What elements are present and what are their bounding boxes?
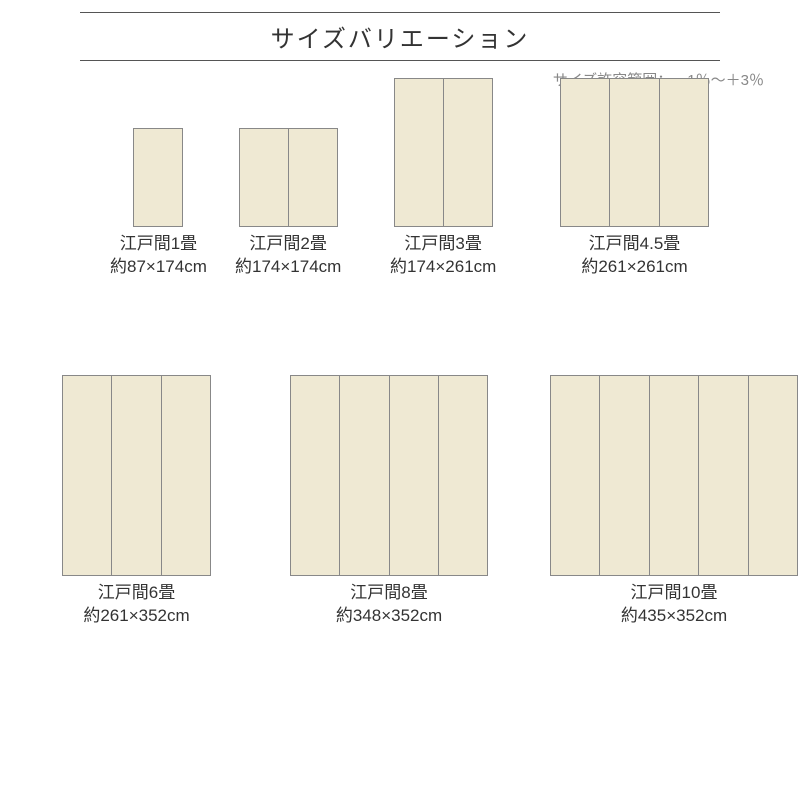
size-labels: 江戸間10畳約435×352cm bbox=[621, 582, 727, 628]
page-title: サイズバリエーション bbox=[80, 19, 720, 54]
size-item: 江戸間1畳約87×174cm bbox=[110, 128, 207, 279]
size-dimensions: 約261×261cm bbox=[581, 256, 687, 279]
mat-panel bbox=[162, 376, 210, 575]
size-labels: 江戸間1畳約87×174cm bbox=[110, 233, 207, 279]
size-name: 江戸間4.5畳 bbox=[581, 233, 687, 256]
mat-shape bbox=[62, 375, 211, 576]
size-item: 江戸間10畳約435×352cm bbox=[550, 375, 798, 628]
mat-shape bbox=[550, 375, 798, 576]
size-dimensions: 約435×352cm bbox=[621, 605, 727, 628]
mat-panel bbox=[699, 376, 748, 575]
mat-panel bbox=[112, 376, 161, 575]
mat-panel bbox=[660, 79, 708, 226]
mat-panel bbox=[390, 376, 439, 575]
mat-panel bbox=[134, 129, 182, 226]
size-dimensions: 約261×352cm bbox=[83, 605, 189, 628]
size-dimensions: 約174×261cm bbox=[390, 256, 496, 279]
size-name: 江戸間10畳 bbox=[621, 582, 727, 605]
size-name: 江戸間3畳 bbox=[390, 233, 496, 256]
size-dimensions: 約87×174cm bbox=[110, 256, 207, 279]
mat-shape bbox=[394, 78, 493, 227]
mat-shape bbox=[133, 128, 183, 227]
mat-panel bbox=[650, 376, 699, 575]
size-labels: 江戸間6畳約261×352cm bbox=[83, 582, 189, 628]
mat-panel bbox=[749, 376, 797, 575]
mat-panel bbox=[551, 376, 600, 575]
size-name: 江戸間1畳 bbox=[110, 233, 207, 256]
size-labels: 江戸間8畳約348×352cm bbox=[336, 582, 442, 628]
size-labels: 江戸間2畳約174×174cm bbox=[235, 233, 341, 279]
mat-panel bbox=[291, 376, 340, 575]
size-item: 江戸間4.5畳約261×261cm bbox=[560, 78, 709, 279]
size-labels: 江戸間4.5畳約261×261cm bbox=[581, 233, 687, 279]
mat-panel bbox=[561, 79, 610, 226]
mat-panel bbox=[600, 376, 649, 575]
mat-panel bbox=[439, 376, 487, 575]
size-item: 江戸間8畳約348×352cm bbox=[290, 375, 488, 628]
mat-panel bbox=[63, 376, 112, 575]
size-name: 江戸間6畳 bbox=[83, 582, 189, 605]
mat-shape bbox=[239, 128, 338, 227]
mat-panel bbox=[289, 129, 337, 226]
title-bar: サイズバリエーション bbox=[80, 12, 720, 61]
mat-panel bbox=[395, 79, 444, 226]
size-item: 江戸間3畳約174×261cm bbox=[390, 78, 496, 279]
size-item: 江戸間6畳約261×352cm bbox=[62, 375, 211, 628]
mat-shape bbox=[560, 78, 709, 227]
size-diagram-canvas: 江戸間1畳約87×174cm 江戸間2畳約174×174cm 江戸間3畳約174×2… bbox=[0, 90, 800, 790]
mat-panel bbox=[340, 376, 389, 575]
size-dimensions: 約348×352cm bbox=[336, 605, 442, 628]
mat-panel bbox=[240, 129, 289, 226]
size-labels: 江戸間3畳約174×261cm bbox=[390, 233, 496, 279]
size-item: 江戸間2畳約174×174cm bbox=[235, 128, 341, 279]
mat-shape bbox=[290, 375, 488, 576]
size-dimensions: 約174×174cm bbox=[235, 256, 341, 279]
size-name: 江戸間2畳 bbox=[235, 233, 341, 256]
mat-panel bbox=[610, 79, 659, 226]
mat-panel bbox=[444, 79, 492, 226]
size-name: 江戸間8畳 bbox=[336, 582, 442, 605]
